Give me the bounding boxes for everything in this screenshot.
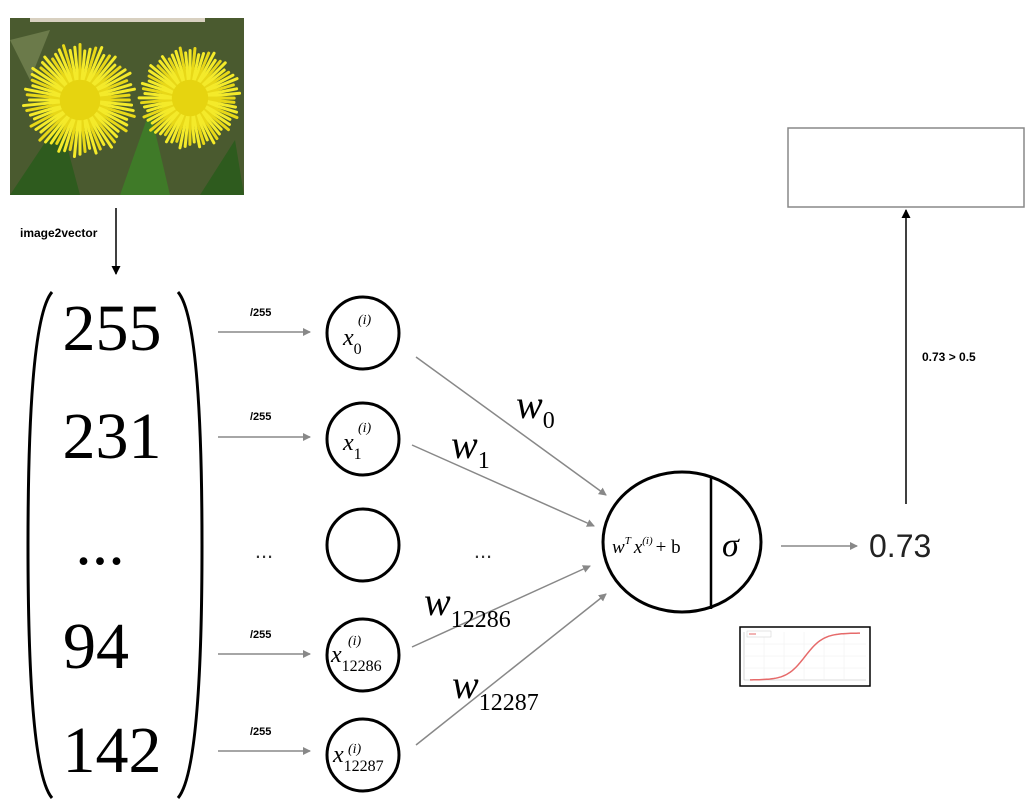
input-label: x1	[342, 430, 362, 463]
image2vector-label: image2vector	[20, 226, 98, 240]
weight-arrow	[415, 593, 607, 746]
output-value: 0.73	[869, 528, 931, 564]
dandelion-flower	[22, 42, 136, 158]
linear-formula: wT x(i) + b	[612, 535, 681, 558]
sigmoid-curve	[750, 632, 860, 681]
vector-left-bracket	[26, 291, 54, 799]
normalize-label: /255	[250, 629, 271, 641]
weights-ellipsis: ...	[474, 538, 492, 563]
weight-label: w12286	[424, 579, 511, 633]
vector-value: 94	[63, 610, 129, 683]
weight-arrow	[411, 565, 591, 648]
dandelion-flower	[137, 46, 242, 150]
input-node	[325, 717, 401, 793]
sigmoid-plot-thumbnail	[739, 626, 871, 687]
vector-value: 231	[63, 400, 162, 473]
input-label: x0	[342, 325, 362, 358]
input-superscript: (i)	[358, 313, 372, 328]
input-superscript: (i)	[348, 634, 362, 649]
vector-value: ...	[75, 506, 125, 579]
normalize-ellipsis: ...	[255, 538, 273, 563]
weight-label: w1	[451, 422, 490, 474]
input-node	[325, 295, 401, 371]
result-box	[787, 127, 1025, 208]
input-node	[325, 401, 401, 477]
weight-label: w12287	[452, 662, 539, 716]
normalization-arrows	[218, 328, 311, 755]
input-node	[325, 617, 401, 693]
threshold-label: 0.73 > 0.5	[922, 350, 976, 364]
normalize-label: /255	[250, 411, 271, 423]
weight-arrows	[411, 356, 607, 746]
weight-arrow	[415, 356, 607, 496]
weight-label: w0	[516, 382, 555, 434]
dandelion-image	[10, 18, 244, 195]
weight-arrow	[411, 444, 595, 527]
input-superscript: (i)	[348, 742, 362, 757]
sigmoid-symbol: σ	[722, 527, 740, 564]
input-nodes	[325, 295, 401, 793]
input-label: x12287	[332, 742, 384, 775]
neuron-body	[601, 470, 763, 614]
input-node-empty	[325, 507, 401, 583]
normalize-label: /255	[250, 307, 271, 319]
vector-right-bracket	[176, 291, 204, 799]
input-superscript: (i)	[358, 421, 372, 436]
input-label: x12286	[330, 642, 382, 675]
vector-value: 255	[63, 292, 162, 365]
neuron: wT x(i) + b σ	[601, 470, 763, 614]
vector-value: 142	[63, 714, 162, 787]
normalize-label: /255	[250, 726, 271, 738]
